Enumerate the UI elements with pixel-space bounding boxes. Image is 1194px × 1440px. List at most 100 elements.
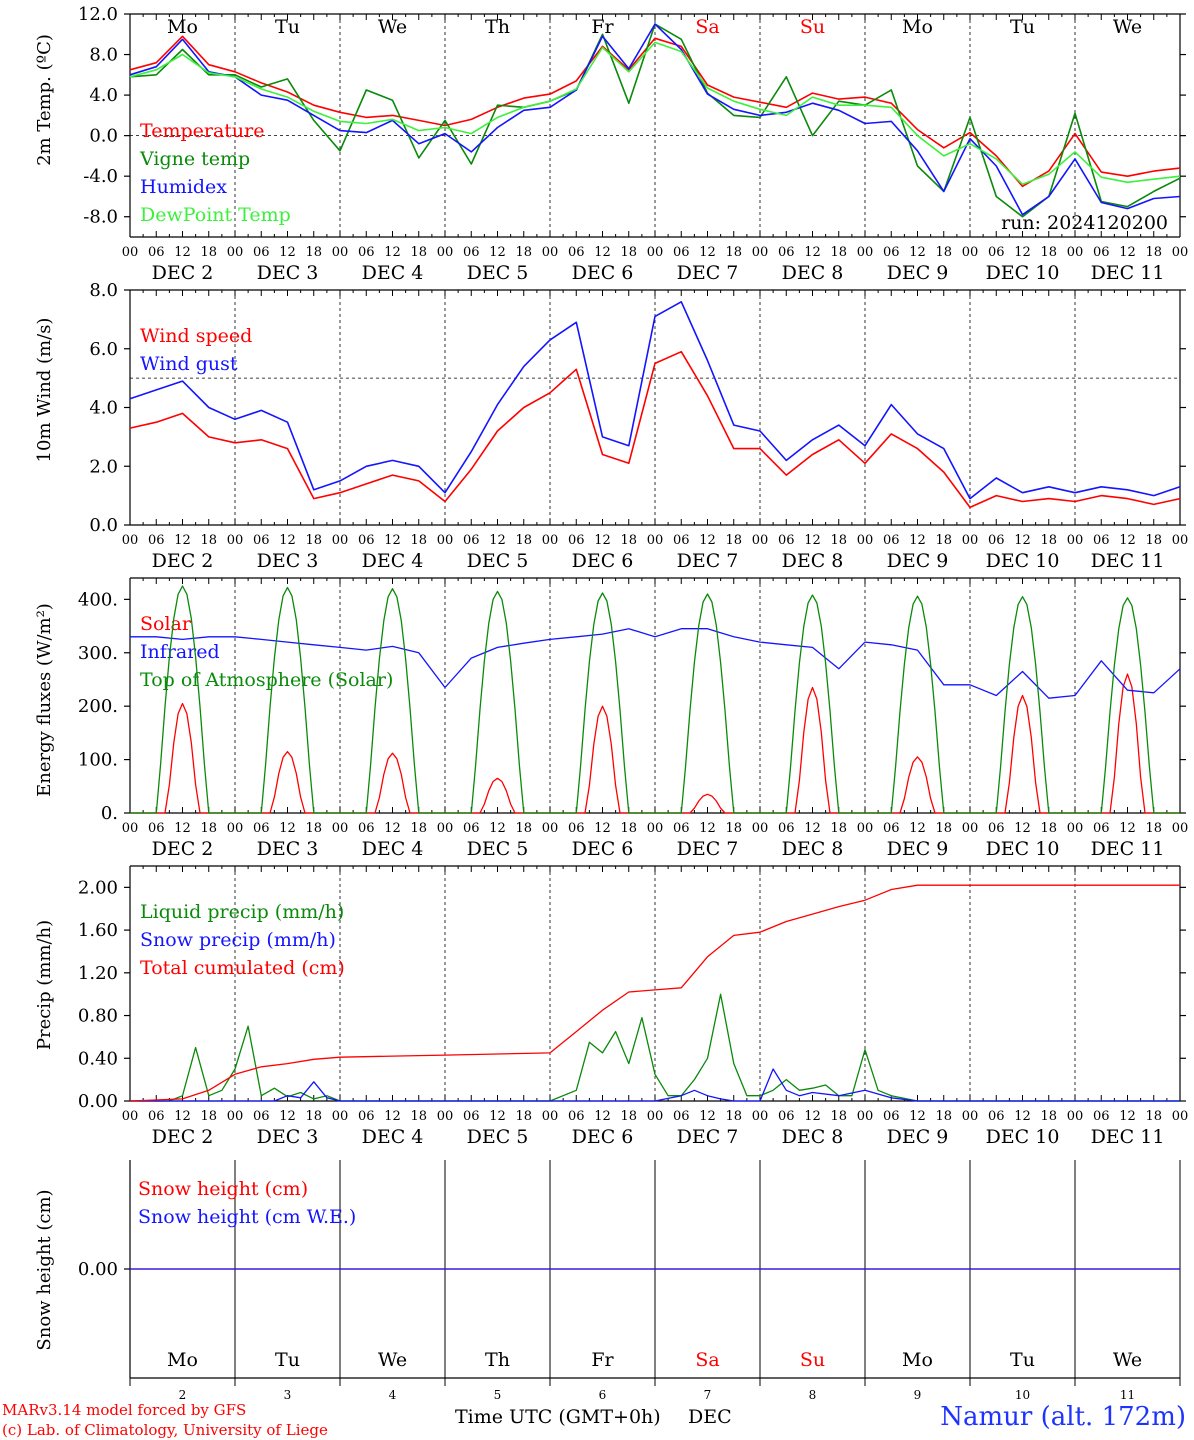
bottom-weekday-label: Th <box>485 1349 510 1371</box>
panel-4-hour-tick-label: 06 <box>883 1109 900 1124</box>
panel-4-day-label: DEC 4 <box>362 1126 424 1148</box>
panel-4-day-label: DEC 8 <box>782 1126 844 1148</box>
panel-2-hour-tick-label: 12 <box>699 533 716 548</box>
panel-4-hour-tick-label: 06 <box>253 1109 270 1124</box>
panel-4-hour-tick-label: 12 <box>804 1109 821 1124</box>
panel-2-hour-tick-label: 18 <box>410 533 427 548</box>
panel-4-day-label: DEC 11 <box>1091 1126 1165 1148</box>
panel-4-day-label: DEC 5 <box>467 1126 529 1148</box>
panel-2-hour-tick-label: 00 <box>227 533 244 548</box>
panel-4-hour-tick-label: 06 <box>358 1109 375 1124</box>
panel-1-hour-tick-label: 12 <box>804 245 821 260</box>
time-axis-title: Time UTC (GMT+0h) <box>455 1406 661 1428</box>
panel-2-day-label: DEC 3 <box>257 550 319 572</box>
bottom-weekday-label: Sa <box>695 1349 719 1371</box>
panel-1-series-dewpoint-temp <box>129 41 1181 186</box>
panel-1-legend-entry: Temperature <box>140 120 264 142</box>
panel-3-hour-tick-label: 06 <box>463 821 480 836</box>
panel-4-hour-tick-label: 18 <box>935 1109 952 1124</box>
panel-3-hour-tick-label: 00 <box>857 821 874 836</box>
panel-1-hour-tick-label: 06 <box>673 245 690 260</box>
panel-1-hour-tick-label: 00 <box>752 245 769 260</box>
bottom-day-number: 6 <box>599 1388 607 1402</box>
panel-3-y-tick-label: 100. <box>78 750 118 771</box>
panel-1-legend-entry: DewPoint Temp <box>140 204 291 226</box>
top-weekday-label: Sa <box>695 16 719 38</box>
bottom-day-number: 8 <box>809 1388 817 1402</box>
panel-4-hour-tick-label: 00 <box>647 1109 664 1124</box>
panel-4-y-axis-label: Precip (mm/h) <box>34 920 55 1050</box>
panel-4-y-tick-label: 0.80 <box>78 1006 118 1027</box>
panel-3-legend-entry: Infrared <box>140 641 220 663</box>
panel-4-y-tick-label: 1.60 <box>78 920 118 941</box>
panel-2-day-label: DEC 7 <box>677 550 739 572</box>
bottom-weekday-label: Mo <box>902 1349 933 1371</box>
panel-4-y-tick-label: 0.40 <box>78 1048 118 1069</box>
panel-2-hour-tick-label: 06 <box>1093 533 1110 548</box>
panel-4-hour-tick-label: 00 <box>122 1109 139 1124</box>
panel-3-hour-tick-label: 18 <box>1145 821 1162 836</box>
panel-4-hour-tick-label: 06 <box>1093 1109 1110 1124</box>
month-axis-label: DEC <box>688 1406 732 1428</box>
run-annotation: run: 2024120200 <box>1001 212 1168 234</box>
panel-2-hour-tick-label: 00 <box>647 533 664 548</box>
panel-4-hour-tick-label: 12 <box>594 1109 611 1124</box>
panel-1-hour-tick-label: 18 <box>620 245 637 260</box>
panel-3-hour-tick-label: 06 <box>1093 821 1110 836</box>
top-weekday-label: Tu <box>275 16 300 38</box>
panel-1-hour-tick-label: 06 <box>988 245 1005 260</box>
panel-3-hour-tick-label: 00 <box>962 821 979 836</box>
panel-2-hour-tick-label: 06 <box>358 533 375 548</box>
panel-1-series-temperature <box>129 35 1181 188</box>
panel-1-hour-tick-label: 12 <box>174 245 191 260</box>
panel-2-y-tick-label: 4.0 <box>89 398 118 419</box>
panel-1-hour-tick-label: 06 <box>1093 245 1110 260</box>
top-weekday-label: Mo <box>167 16 198 38</box>
panel-1-hour-tick-label: 00 <box>542 245 559 260</box>
panel-1-day-label: DEC 2 <box>152 262 214 284</box>
panel-2-hour-tick-label: 18 <box>1145 533 1162 548</box>
panel-3-hour-tick-label: 00 <box>227 821 244 836</box>
panel-1-y-tick-label: -8.0 <box>83 207 118 228</box>
panel-4-hour-tick-label: 00 <box>227 1109 244 1124</box>
panel-2-hour-tick-label: 06 <box>148 533 165 548</box>
panel-3-hour-tick-label: 18 <box>410 821 427 836</box>
model-credit: MARv3.14 model forced by GFS <box>2 1401 247 1419</box>
panel-1-hour-tick-label: 00 <box>122 245 139 260</box>
panel-1-day-label: DEC 9 <box>887 262 949 284</box>
bottom-weekday-label: Tu <box>1010 1349 1035 1371</box>
panel-1-legend-entry: Vigne temp <box>139 148 250 170</box>
panel-3-y-tick-label: 400. <box>78 589 118 610</box>
panel-2-hour-tick-label: 06 <box>568 533 585 548</box>
panel-1-y-tick-label: 0.0 <box>89 126 118 147</box>
panel-1-day-label: DEC 6 <box>572 262 634 284</box>
panel-4-hour-tick-label: 12 <box>174 1109 191 1124</box>
panel-1-hour-tick-label: 06 <box>358 245 375 260</box>
bottom-day-number: 9 <box>914 1388 922 1402</box>
station-title: Namur (alt. 172m) <box>940 1402 1186 1432</box>
bottom-weekday-label: Su <box>800 1349 825 1371</box>
panel-4-hour-tick-label: 00 <box>542 1109 559 1124</box>
panel-2-day-label: DEC 4 <box>362 550 424 572</box>
panel-3-legend-entry: Top of Atmosphere (Solar) <box>140 669 393 691</box>
top-weekday-label: We <box>1113 16 1142 38</box>
top-weekday-label: Th <box>485 16 510 38</box>
panel-2-day-label: DEC 9 <box>887 550 949 572</box>
panel-4-hour-tick-label: 12 <box>1119 1109 1136 1124</box>
panel-2-hour-tick-label: 18 <box>620 533 637 548</box>
panel-4-series-total-cumulated-cm <box>129 884 1180 1102</box>
panel-4-day-label: DEC 2 <box>152 1126 214 1148</box>
panel-3-hour-tick-label: 00 <box>752 821 769 836</box>
panel-2-hour-tick-label: 06 <box>778 533 795 548</box>
panel-2-hour-tick-label: 12 <box>174 533 191 548</box>
panel-1-y-tick-label: 12.0 <box>78 4 118 25</box>
panel-2-hour-tick-label: 12 <box>279 533 296 548</box>
panel-2-hour-tick-label: 06 <box>463 533 480 548</box>
panel-3-y-axis-label: Energy fluxes (W/m²) <box>34 603 55 797</box>
panel-1-hour-tick-label: 18 <box>515 245 532 260</box>
panel-4-hour-tick-label: 18 <box>830 1109 847 1124</box>
panel-2-hour-tick-label: 18 <box>305 533 322 548</box>
panel-4-y-tick-label: 1.20 <box>78 963 118 984</box>
panel-1-hour-tick-label: 12 <box>1119 245 1136 260</box>
